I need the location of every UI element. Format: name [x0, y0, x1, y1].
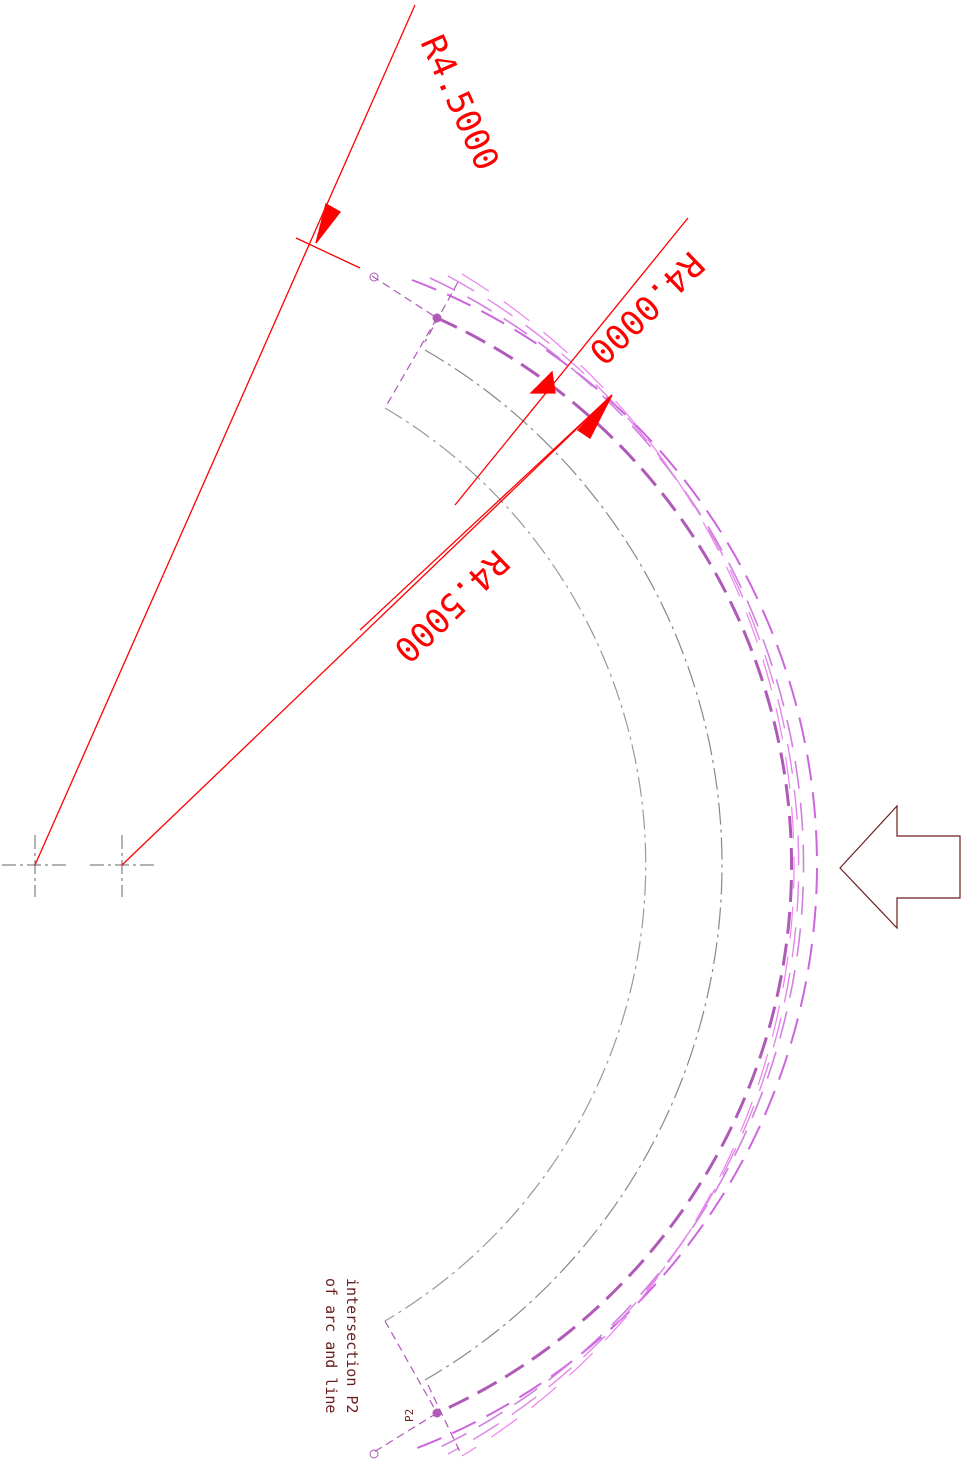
dimension-top-radius — [35, 5, 415, 865]
bottom-end-lines — [374, 1321, 460, 1452]
note-line-2: of arc and line — [322, 1278, 340, 1413]
offset-arc-3 — [448, 276, 799, 1454]
center-mark-left — [2, 835, 68, 897]
left-arrow-icon — [840, 806, 960, 928]
bottom-endpoint-circle — [370, 1450, 378, 1458]
dimension-label-top: R4.5000 — [412, 29, 507, 176]
dimension-label-lower: R4.5000 — [386, 542, 517, 670]
inner-centerline-arc — [385, 408, 646, 1321]
note-line-1: intersection P2 — [343, 1278, 361, 1413]
center-mark-right — [90, 835, 155, 897]
reference-centerline-arc — [425, 350, 722, 1380]
point-label-p2: P2 — [403, 1409, 416, 1422]
main-arc — [437, 318, 792, 1413]
dimension-middle-radius — [122, 395, 612, 865]
top-end-lines — [372, 276, 458, 408]
dimension-label-middle: R4.0000 — [581, 244, 712, 372]
offset-arc-1 — [412, 280, 817, 1450]
p2-intersection-point — [433, 1409, 442, 1418]
offset-arc-2 — [430, 278, 804, 1452]
dimension-lower-radius — [455, 218, 688, 505]
offset-arc-4 — [462, 274, 794, 1456]
top-intersection-point — [433, 314, 442, 323]
